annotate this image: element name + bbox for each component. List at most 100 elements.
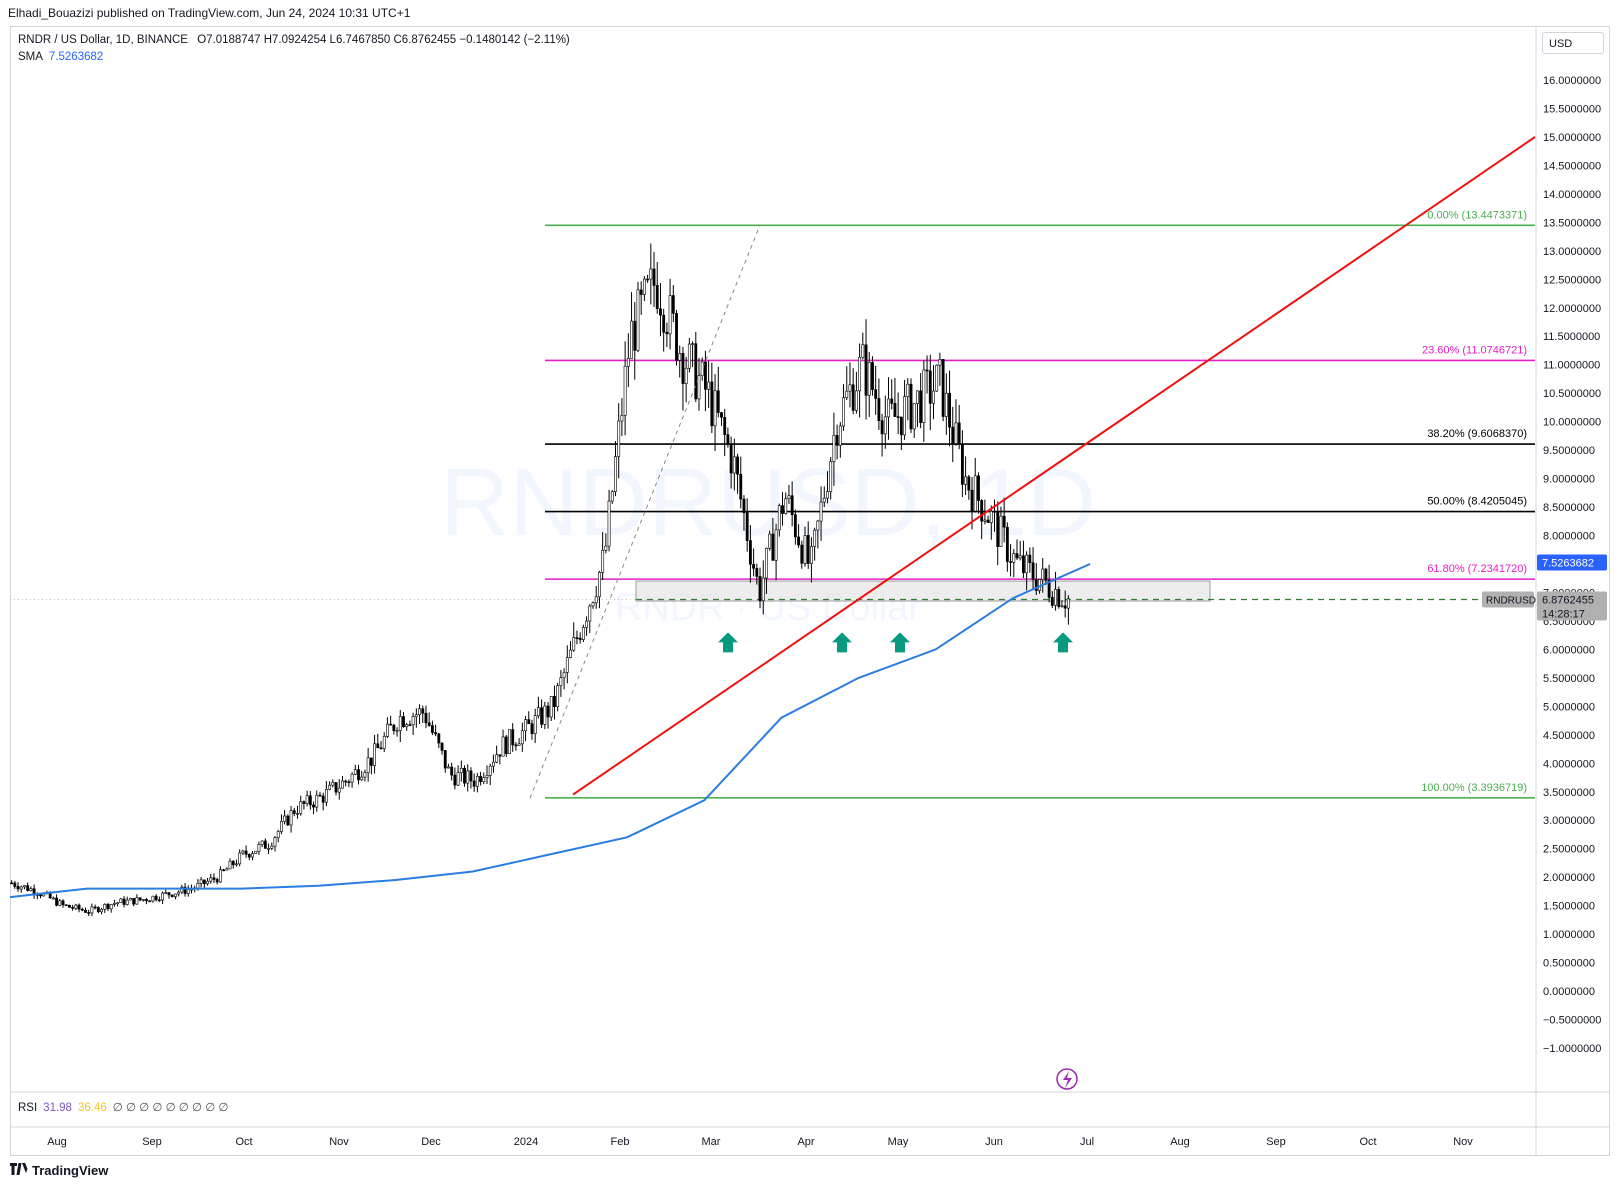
candle-body bbox=[899, 416, 903, 436]
candle-body bbox=[334, 782, 338, 793]
y-tick-label: 9.0000000 bbox=[1543, 474, 1595, 486]
x-tick-label: Dec bbox=[421, 1136, 441, 1148]
candle-body bbox=[687, 343, 691, 369]
candle-body bbox=[402, 716, 405, 728]
x-tick-label: Sep bbox=[142, 1136, 162, 1148]
support-zone bbox=[635, 580, 1211, 602]
candle-body bbox=[26, 885, 30, 891]
candle-body bbox=[148, 900, 152, 903]
candle-body bbox=[373, 743, 376, 766]
candle-body bbox=[84, 909, 87, 913]
candle-body bbox=[1005, 526, 1009, 562]
candle-body bbox=[524, 719, 527, 732]
lightning-icon bbox=[1056, 1068, 1078, 1090]
x-tick-label: Mar bbox=[702, 1136, 721, 1148]
publisher-header: Elhadi_Bouazizi published on TradingView… bbox=[8, 6, 411, 20]
watermark-title: RNDRUSD, 1D bbox=[440, 449, 1096, 556]
price-tag-label: 7.5263682 bbox=[1542, 557, 1594, 569]
candle-body bbox=[64, 904, 68, 907]
candle-body bbox=[51, 897, 55, 900]
candle-body bbox=[443, 750, 447, 769]
candle-body bbox=[691, 343, 695, 345]
candle-body bbox=[585, 620, 589, 628]
candle-body bbox=[951, 426, 955, 444]
candle-body bbox=[154, 895, 158, 901]
candle-body bbox=[903, 396, 907, 436]
candle-body bbox=[736, 456, 739, 475]
symbol-name[interactable]: RNDR / US Dollar, 1D, BINANCE bbox=[18, 34, 188, 46]
candle-body bbox=[23, 885, 26, 888]
x-tick-label: Jul bbox=[1080, 1136, 1094, 1148]
y-tick-label: 4.5000000 bbox=[1543, 730, 1595, 742]
candle-body bbox=[199, 879, 203, 884]
candle-body bbox=[157, 899, 161, 902]
candle-body bbox=[729, 443, 733, 474]
candle-body bbox=[231, 860, 235, 866]
candle-body bbox=[100, 909, 103, 913]
candle-body bbox=[633, 320, 637, 351]
candle-body bbox=[1050, 597, 1054, 606]
candle-body bbox=[713, 390, 717, 427]
y-tick-label: 11.0000000 bbox=[1543, 360, 1600, 372]
candle-body bbox=[376, 743, 380, 749]
candle-body bbox=[957, 422, 961, 445]
candle-body bbox=[466, 770, 470, 784]
candle-body bbox=[424, 712, 428, 724]
candle-body bbox=[964, 476, 968, 485]
y-tick-label: 3.0000000 bbox=[1543, 815, 1595, 827]
fib-level-label: 0.00% (13.4473371) bbox=[1427, 209, 1527, 221]
candle-body bbox=[668, 295, 672, 335]
candle-body bbox=[145, 899, 148, 902]
candle-body bbox=[212, 877, 216, 880]
candle-body bbox=[977, 475, 980, 501]
x-tick-label: Aug bbox=[47, 1136, 67, 1148]
y-tick-label: 0.5000000 bbox=[1543, 958, 1595, 970]
tradingview-logo[interactable]: TradingView bbox=[10, 1163, 108, 1178]
y-tick-label: 10.0000000 bbox=[1543, 417, 1601, 429]
candle-body bbox=[498, 754, 502, 757]
y-tick-label: 14.0000000 bbox=[1543, 189, 1601, 201]
candle-body bbox=[932, 390, 935, 404]
candle-body bbox=[967, 476, 971, 491]
candle-body bbox=[877, 398, 881, 421]
sma-legend[interactable]: SMA 7.5263682 bbox=[18, 51, 103, 63]
y-tick-label: 2.0000000 bbox=[1543, 872, 1595, 884]
candle-body bbox=[642, 278, 646, 295]
candle-body bbox=[39, 894, 42, 897]
candle-body bbox=[893, 403, 897, 417]
y-tick-label: 3.5000000 bbox=[1543, 787, 1595, 799]
y-tick-label: 8.0000000 bbox=[1543, 531, 1595, 543]
candle-body bbox=[167, 892, 171, 896]
candle-body bbox=[96, 907, 100, 913]
rsi-ma-value: 36.46 bbox=[77, 1102, 107, 1114]
candle-body bbox=[1044, 568, 1048, 581]
candle-body bbox=[867, 362, 871, 396]
candle-body bbox=[125, 899, 129, 905]
rsi-legend[interactable]: RSI 31.98 36.46 ∅ ∅ ∅ ∅ ∅ ∅ ∅ ∅ ∅ bbox=[18, 1100, 228, 1114]
x-tick-label: Feb bbox=[611, 1136, 630, 1148]
candles[interactable] bbox=[10, 243, 1070, 917]
currency-button[interactable]: USD bbox=[1542, 32, 1604, 54]
candle-body bbox=[1012, 553, 1016, 563]
candle-body bbox=[890, 398, 894, 404]
candle-body bbox=[546, 705, 550, 718]
lightning-bolt-icon bbox=[1063, 1071, 1072, 1088]
candle-body bbox=[1018, 555, 1022, 559]
candle-body bbox=[472, 780, 476, 787]
candle-body bbox=[832, 435, 836, 463]
candle-body bbox=[697, 375, 701, 400]
candle-body bbox=[392, 724, 396, 731]
y-tick-label: −1.0000000 bbox=[1543, 1043, 1601, 1055]
candle-body bbox=[479, 775, 482, 783]
y-tick-label: −0.5000000 bbox=[1543, 1015, 1601, 1027]
candle-body bbox=[707, 381, 711, 390]
candle-body bbox=[61, 900, 65, 906]
candle-body bbox=[318, 794, 322, 797]
y-tick-label: 15.5000000 bbox=[1543, 103, 1601, 115]
up-arrow-icon bbox=[718, 632, 738, 653]
y-tick-label: 1.5000000 bbox=[1543, 901, 1595, 913]
candle-body bbox=[135, 897, 139, 905]
y-tick-label: 16.0000000 bbox=[1543, 75, 1601, 87]
candle-body bbox=[174, 893, 177, 897]
